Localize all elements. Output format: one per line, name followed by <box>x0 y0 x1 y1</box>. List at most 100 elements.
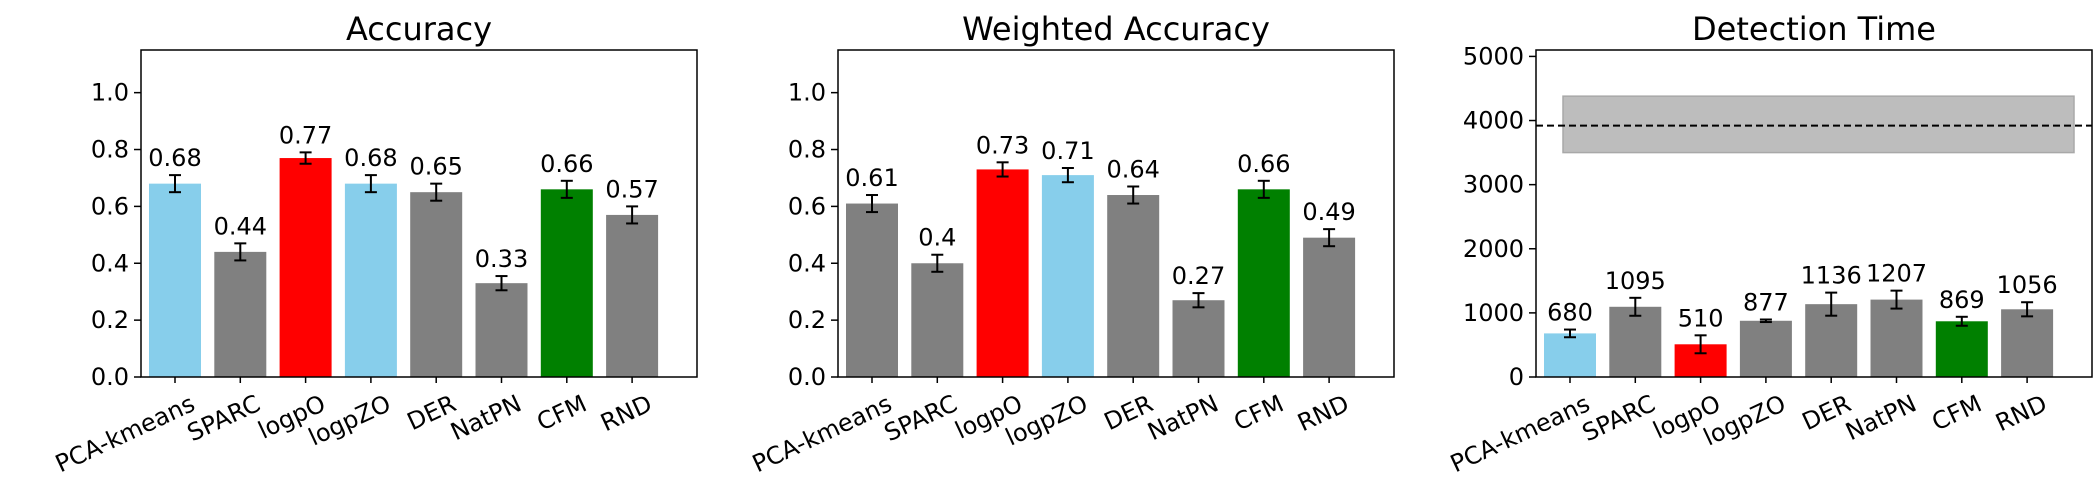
error-bar <box>996 161 1009 178</box>
data-label: 0.66 <box>1237 150 1290 178</box>
data-label: 1056 <box>1997 271 2058 299</box>
data-label: 1136 <box>1801 262 1862 290</box>
x-tick-label: SPARC <box>880 389 961 447</box>
bar-CFM <box>1237 189 1290 377</box>
chart-panel-1: Accuracy0.68PCA-kmeans0.44SPARC0.77logpO… <box>51 10 698 478</box>
bar-logpZO <box>1739 320 1792 377</box>
error-bar <box>1257 179 1270 199</box>
bar-CFM <box>1935 321 1988 377</box>
error-bar <box>1323 228 1336 248</box>
x-tick-label: CFM <box>1230 389 1288 436</box>
x-tick-label: SPARC <box>183 389 264 447</box>
data-label: 0.77 <box>279 121 332 149</box>
x-tick-label: RND <box>1991 389 2051 437</box>
plot-frame <box>1535 49 2093 378</box>
data-label: 0.73 <box>976 131 1029 159</box>
bar-DER <box>1107 195 1160 377</box>
data-label: 510 <box>1678 304 1724 332</box>
bar-RND <box>2001 309 2054 377</box>
error-bar <box>1890 289 1903 310</box>
x-tick-label: PCA-kmeans <box>51 389 199 478</box>
bar-NatPN <box>1870 299 1923 377</box>
data-label: 0.66 <box>540 150 593 178</box>
data-label: 1095 <box>1605 267 1666 295</box>
x-tick-label: CFM <box>533 389 591 436</box>
data-label: 0.44 <box>214 212 267 240</box>
error-bar <box>560 179 573 199</box>
chart-title: Detection Time <box>1692 10 1936 48</box>
bar-PCA-kmeans <box>149 183 201 377</box>
x-tick-label: RND <box>1293 389 1353 437</box>
chart-panel-2: Weighted Accuracy 0.61 PCA-kmeans 0.4 SPARC 0… <box>748 10 1395 478</box>
reference-band <box>1562 95 2075 154</box>
plot-frame <box>837 49 1395 378</box>
bar-RND <box>1303 237 1356 377</box>
data-label: 0.68 <box>148 144 201 172</box>
y-tick-label: 1000 <box>1463 299 1524 327</box>
x-tick-label: SPARC <box>1578 389 1659 447</box>
error-bar <box>1061 167 1074 184</box>
bar-DER <box>410 192 463 377</box>
data-label: 0.49 <box>1302 198 1355 226</box>
data-label: 0.68 <box>344 144 397 172</box>
bar-CFM <box>540 189 593 377</box>
data-label: 0.65 <box>409 153 462 181</box>
data-label: 869 <box>1939 286 1985 314</box>
x-tick-label: RND <box>596 389 656 437</box>
bar-SPARC <box>214 251 267 377</box>
y-tick-label: 1.0 <box>91 79 129 107</box>
y-tick-label: 0.4 <box>91 249 129 277</box>
y-tick-label: 0.8 <box>788 136 826 164</box>
data-label: 0.27 <box>1172 262 1225 290</box>
data-label: 680 <box>1547 299 1593 327</box>
bar-RND <box>606 214 659 377</box>
chart-title: Weighted Accuracy <box>962 10 1270 48</box>
x-tick-label: NatPN <box>1143 389 1222 446</box>
error-bar <box>2021 301 2034 318</box>
bar-NatPN <box>475 283 528 377</box>
data-label: 0.33 <box>475 245 528 273</box>
y-tick-label: 0.6 <box>91 192 129 220</box>
bar-PCA-kmeans <box>1544 333 1596 377</box>
y-tick-label: 3000 <box>1463 171 1524 199</box>
data-label: 0.64 <box>1106 155 1159 183</box>
data-label: 0.61 <box>845 164 898 192</box>
bar-logpZO <box>344 183 397 377</box>
x-tick-label: NatPN <box>446 389 525 446</box>
y-tick-label: 1.0 <box>788 79 826 107</box>
plot-frame <box>140 49 698 378</box>
error-bar <box>1629 296 1642 317</box>
error-bar <box>1759 318 1772 324</box>
error-bar <box>299 151 312 165</box>
error-bar <box>1127 185 1140 205</box>
error-bar <box>234 242 247 262</box>
error-bar <box>169 174 181 194</box>
y-tick-label: 0.6 <box>788 192 826 220</box>
y-tick-label: 5000 <box>1463 42 1524 70</box>
data-label: 877 <box>1743 288 1789 316</box>
y-tick-label: 0.8 <box>91 136 129 164</box>
chart-title: Accuracy <box>346 10 492 48</box>
y-tick-label: 0.2 <box>91 306 129 334</box>
y-tick-label: 0.0 <box>788 363 826 391</box>
error-bar <box>430 182 443 202</box>
bar-logpO <box>279 158 332 377</box>
data-label: 1207 <box>1866 260 1927 288</box>
y-tick-label: 0.0 <box>91 363 129 391</box>
y-tick-label: 0.4 <box>788 249 826 277</box>
chart-panel-3: Detection Time680PCA-kmeans1095SPARC510l… <box>1446 10 2093 478</box>
data-label: 0.57 <box>605 175 658 203</box>
error-bar <box>626 205 639 225</box>
x-tick-label: NatPN <box>1841 389 1920 446</box>
error-bar <box>495 275 508 292</box>
data-label: 0.4 <box>918 224 956 252</box>
bar-SPARC <box>1609 306 1662 377</box>
bar-PCA-kmeans <box>846 203 898 377</box>
error-bar <box>1825 291 1838 317</box>
bar-NatPN <box>1172 300 1225 377</box>
error-bar <box>1564 328 1576 339</box>
error-bar <box>1192 292 1205 309</box>
x-tick-label: PCA-kmeans <box>748 389 896 478</box>
error-bar <box>931 253 944 273</box>
